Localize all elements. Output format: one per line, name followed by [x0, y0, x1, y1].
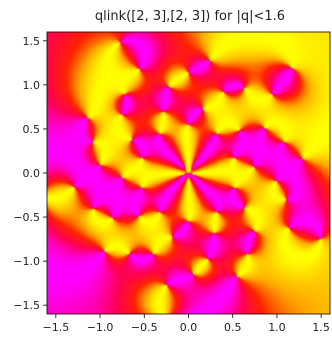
y-tick-label: 1.0 — [23, 79, 41, 92]
y-tick-label: −0.5 — [13, 211, 40, 224]
heatmap-area — [47, 32, 330, 314]
x-tick-label: 0.5 — [224, 321, 242, 334]
x-tick-label: 0.0 — [180, 321, 198, 334]
chart-title: qlink([2, 3],[2, 3]) for |q|<1.6 — [95, 9, 285, 24]
y-tick-label: 1.5 — [23, 35, 41, 48]
x-tick-label: 1.5 — [312, 321, 330, 334]
x-axis-ticks: −1.5 −1.0 −0.5 0.0 0.5 1.0 1.5 — [42, 314, 330, 334]
x-tick-label: −1.0 — [87, 321, 114, 334]
y-tick-label: −1.5 — [13, 299, 40, 312]
x-tick-label: 1.0 — [268, 321, 286, 334]
y-tick-label: 0.5 — [23, 123, 41, 136]
y-axis-ticks: 1.5 1.0 0.5 0.0 −0.5 −1.0 −1.5 — [13, 35, 47, 312]
y-tick-label: −1.0 — [13, 255, 40, 268]
x-tick-label: −1.5 — [42, 321, 69, 334]
y-tick-label: 0.0 — [23, 167, 41, 180]
x-tick-label: −0.5 — [131, 321, 158, 334]
